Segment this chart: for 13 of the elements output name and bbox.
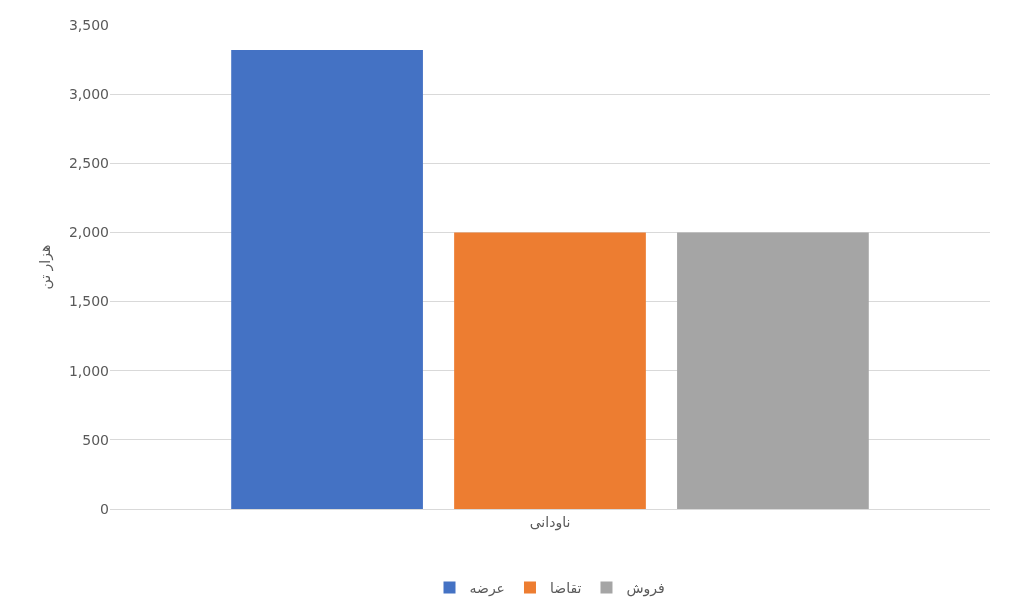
- y-tick-label: 3,000: [68, 86, 109, 103]
- x-tick-label: ناودانی: [529, 513, 571, 531]
- y-tick-label: 0: [100, 500, 109, 517]
- legend-label: فروش: [626, 579, 665, 597]
- y-tick-label: 1,000: [68, 362, 109, 379]
- y-tick-label: 1,500: [68, 293, 109, 310]
- legend-label: عرضه: [469, 579, 505, 597]
- y-axis-title: هزار تن: [36, 244, 54, 290]
- y-tick-label: 2,000: [68, 224, 109, 241]
- y-tick-label: 2,500: [68, 155, 109, 172]
- y-tick-label: 500: [82, 431, 109, 448]
- legend-label: تقاضا: [549, 579, 582, 596]
- y-tick-label: 3,500: [68, 16, 109, 33]
